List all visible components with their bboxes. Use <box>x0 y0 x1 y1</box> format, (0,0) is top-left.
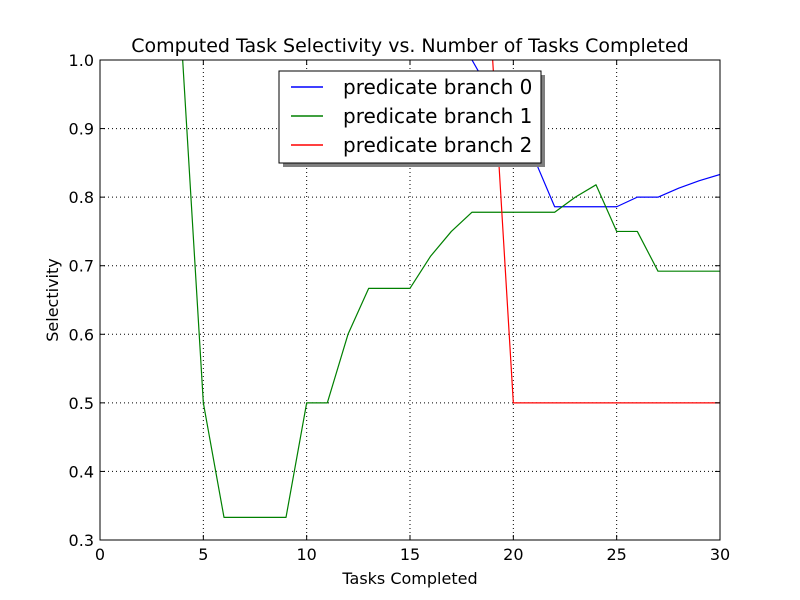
y-tick-label: 1.0 <box>69 51 94 70</box>
chart-title: Computed Task Selectivity vs. Number of … <box>131 35 688 57</box>
x-tick-label: 30 <box>710 545 730 564</box>
x-tick-label: 0 <box>95 545 105 564</box>
x-axis-label: Tasks Completed <box>341 569 477 588</box>
y-tick-label: 0.5 <box>69 394 94 413</box>
series-line-branch-2 <box>492 60 720 404</box>
x-tick-label: 20 <box>503 545 523 564</box>
series-line-branch-1 <box>182 60 720 518</box>
x-tick-label: 10 <box>296 545 316 564</box>
y-tick-label: 0.4 <box>69 462 94 481</box>
y-axis-label: Selectivity <box>43 258 62 341</box>
legend-label-branch-0: predicate branch 0 <box>343 75 532 99</box>
y-tick-label: 0.7 <box>69 257 94 276</box>
x-tick-label: 5 <box>198 545 208 564</box>
legend: predicate branch 0 predicate branch 1 pred… <box>278 70 545 167</box>
y-tick-label: 0.3 <box>69 531 94 550</box>
x-tick-label: 15 <box>400 545 420 564</box>
y-tick-label: 0.8 <box>69 188 94 207</box>
legend-label-branch-2: predicate branch 2 <box>343 133 532 157</box>
y-tick-label: 0.9 <box>69 120 94 139</box>
legend-label-branch-1: predicate branch 1 <box>343 104 532 128</box>
ticks: 0 5 10 15 20 25 30 0.3 0.4 0.5 0.6 0.7 0.8 0.9 1.0 <box>69 51 731 564</box>
y-tick-label: 0.6 <box>69 325 94 344</box>
x-tick-label: 25 <box>606 545 626 564</box>
